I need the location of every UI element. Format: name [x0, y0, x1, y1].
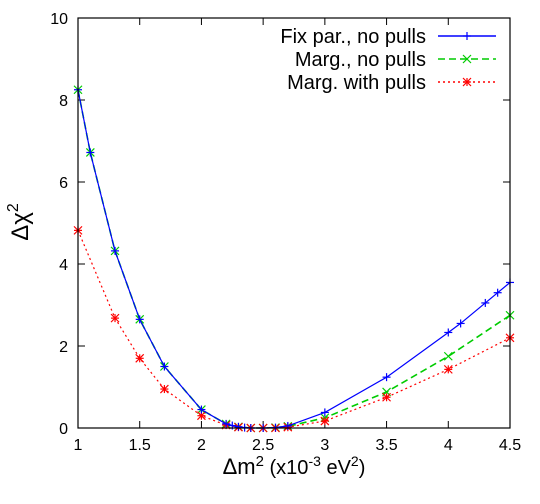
- series-1: [73, 85, 515, 433]
- data-point: [111, 246, 120, 255]
- legend-label: Marg., no pulls: [295, 49, 426, 71]
- data-point: [283, 421, 292, 430]
- x-tick-label: 2: [197, 437, 206, 454]
- x-axis-label: Δm2 (x10-3 eV2): [223, 453, 366, 479]
- data-point: [197, 405, 206, 414]
- legend-marker: [463, 32, 471, 40]
- legend-label: Fix par., no pulls: [280, 26, 426, 48]
- data-point: [86, 148, 95, 157]
- y-tick-label: 4: [59, 257, 68, 274]
- legend-label: Marg. with pulls: [287, 72, 426, 94]
- x-tick-label: 3: [320, 437, 329, 454]
- data-point: [456, 319, 465, 328]
- y-tick-label: 2: [59, 339, 68, 356]
- y-tick-label: 10: [50, 11, 68, 28]
- legend-marker: [462, 77, 472, 87]
- data-point: [160, 362, 169, 371]
- y-tick-label: 8: [59, 93, 68, 110]
- data-point: [135, 315, 144, 324]
- legend-marker: [462, 54, 472, 64]
- data-point: [443, 364, 453, 374]
- y-axis-label: Δχ2: [5, 203, 34, 241]
- data-point: [135, 353, 145, 363]
- axis-ticks: 1 1.5 2 2.5 3 3.5 4 4.5 0 2 4 6 8 10: [50, 11, 521, 454]
- data-point: [320, 416, 330, 426]
- data-point: [382, 373, 391, 382]
- data-point: [234, 422, 243, 431]
- series-line: [77, 89, 511, 429]
- data-point: [110, 313, 120, 323]
- x-tick-label: 4.5: [499, 437, 521, 454]
- series-line: [77, 89, 511, 429]
- x-tick-label: 1: [74, 437, 83, 454]
- x-tick-label: 3.5: [375, 437, 397, 454]
- series-layer: [73, 85, 515, 433]
- data-point: [197, 411, 206, 421]
- data-point: [382, 392, 391, 402]
- data-point: [444, 328, 453, 337]
- series-line: [77, 230, 511, 429]
- y-tick-label: 0: [59, 421, 68, 438]
- plot-frame: [77, 17, 511, 429]
- x-tick-label: 1.5: [129, 437, 151, 454]
- series-0: [74, 85, 514, 432]
- x-tick-label: 2.5: [252, 437, 274, 454]
- data-point: [222, 419, 231, 428]
- data-point: [159, 384, 169, 394]
- data-point: [493, 288, 502, 297]
- data-point: [481, 298, 490, 307]
- y-tick-label: 6: [59, 175, 68, 192]
- data-point: [443, 351, 453, 361]
- data-point: [320, 408, 329, 417]
- x-tick-label: 4: [444, 437, 453, 454]
